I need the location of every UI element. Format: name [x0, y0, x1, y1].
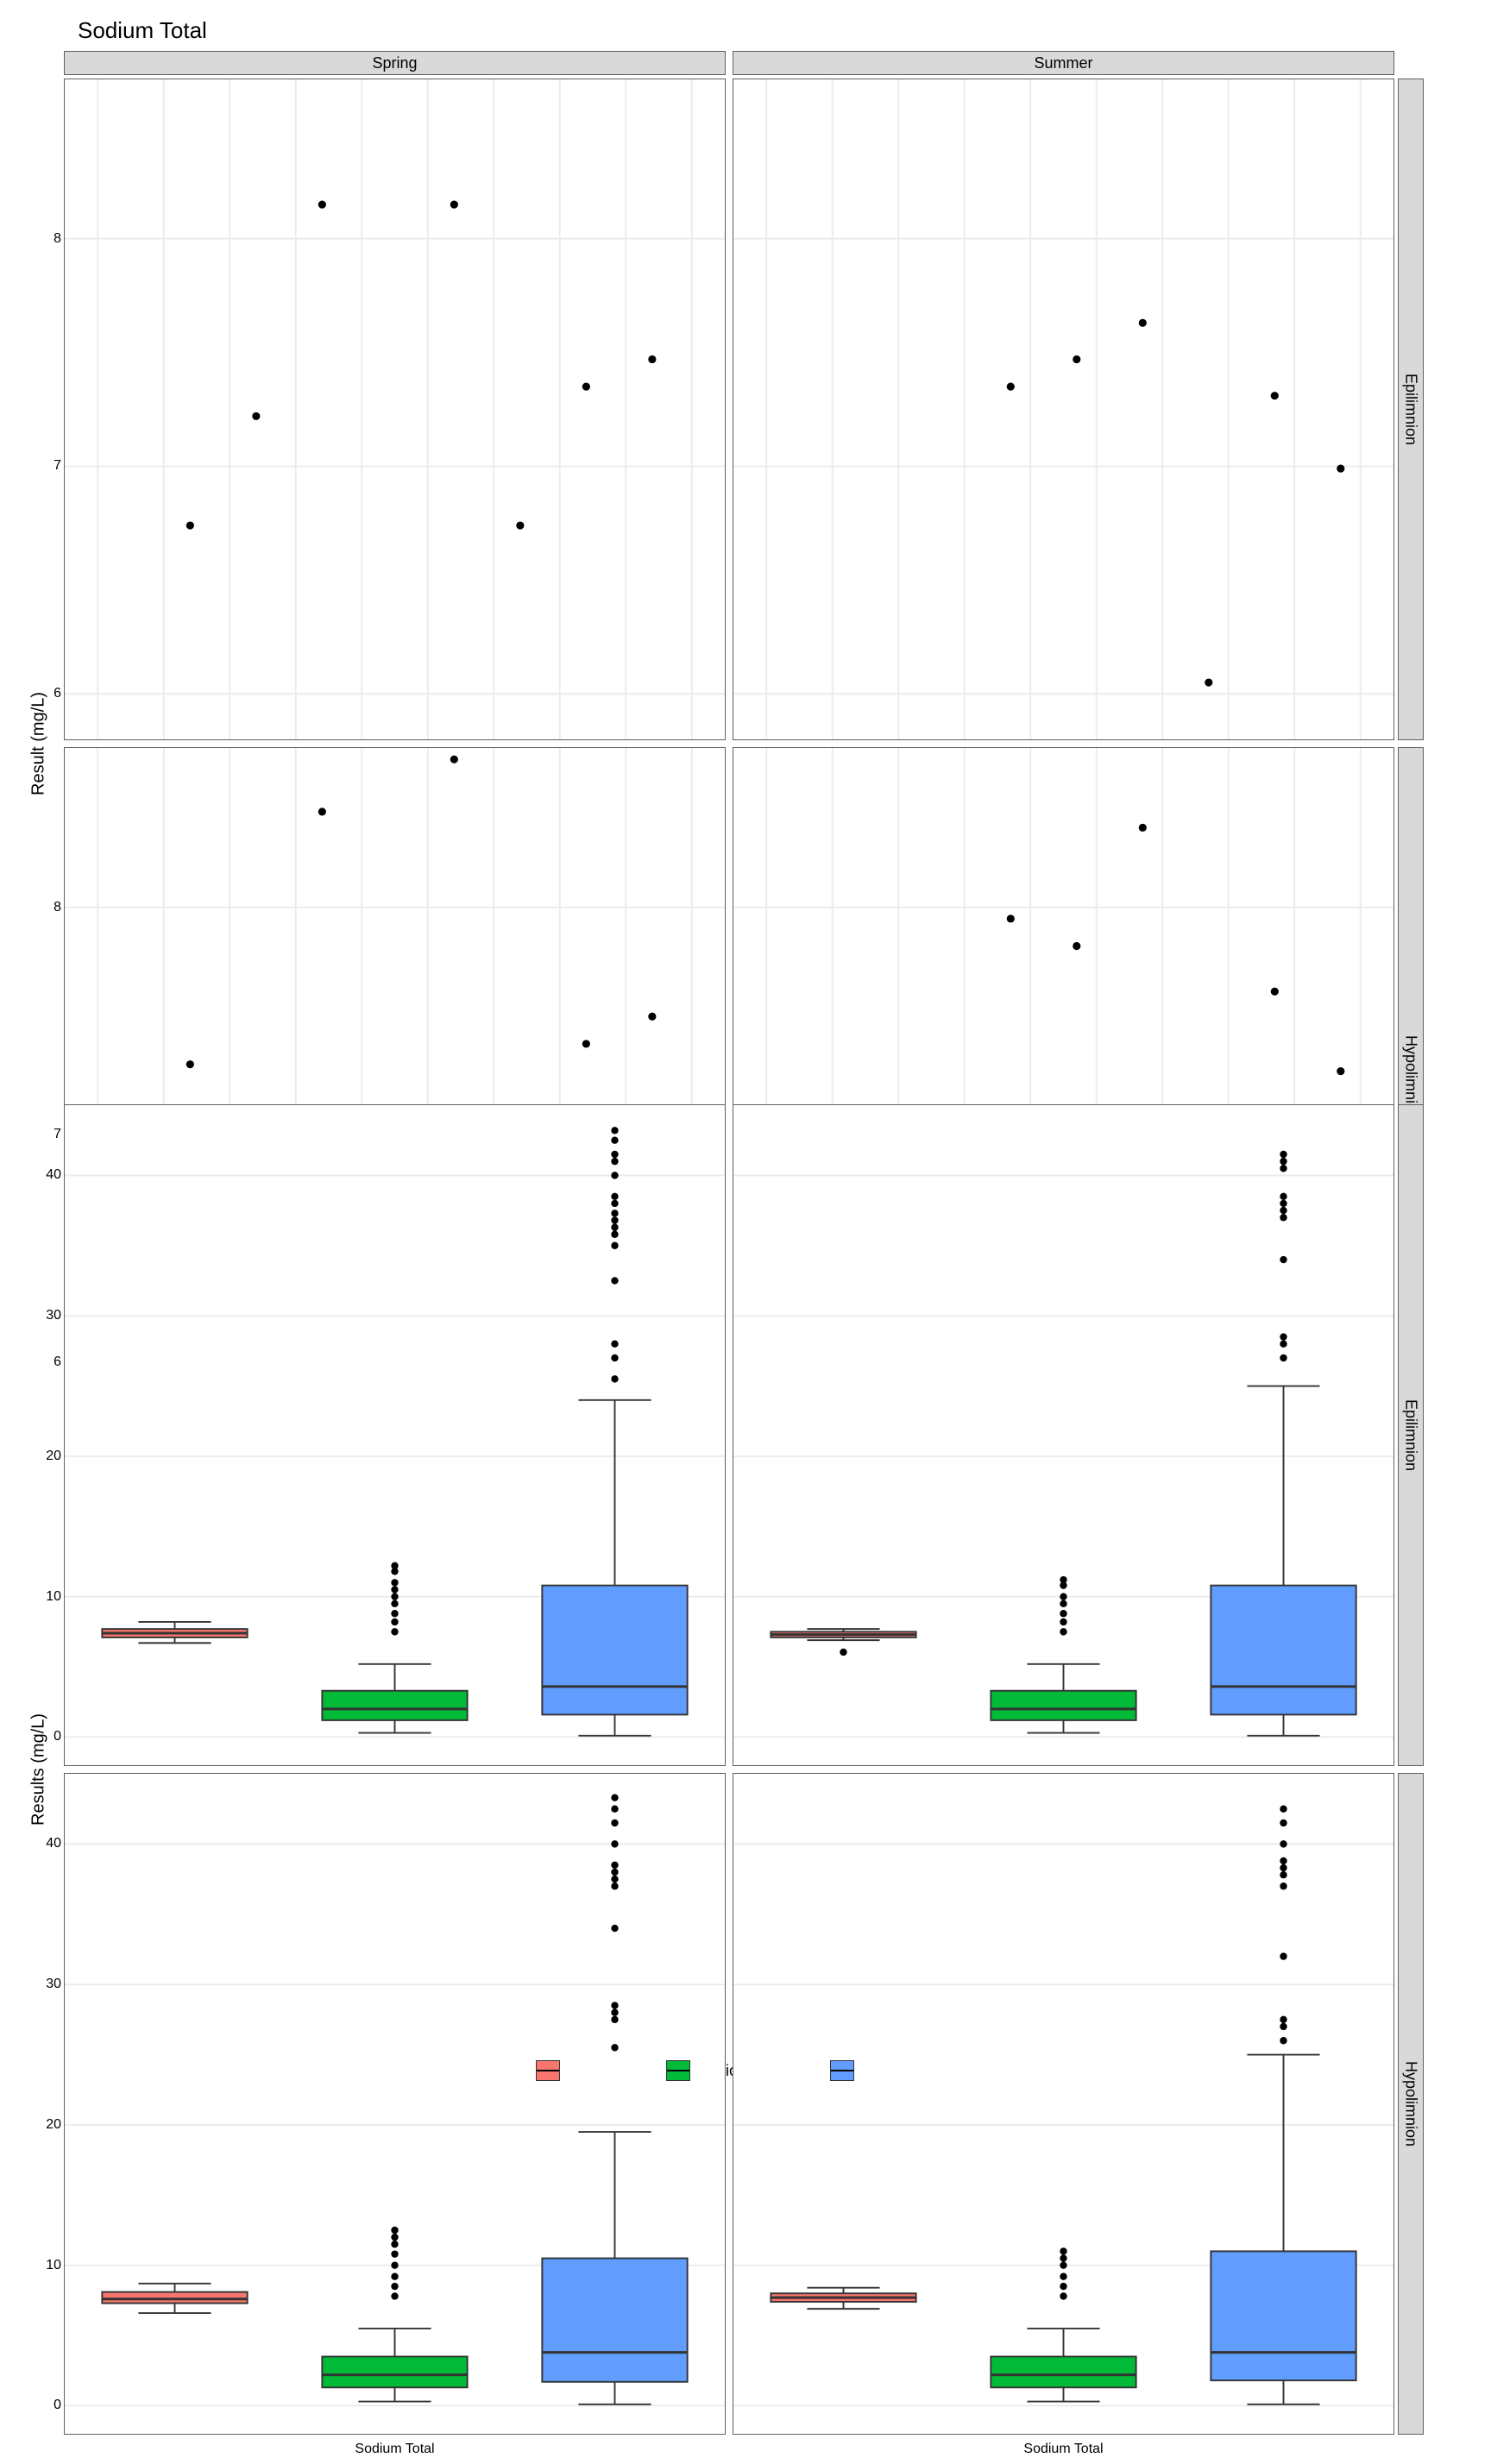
- box-panel-summer-epi: [733, 1104, 1394, 1766]
- box-grid: Spring Summer Results (mg/L) 010203040 E…: [17, 1077, 1424, 2026]
- scatter-col-spring: Spring: [64, 51, 726, 75]
- legend-swatch: [536, 2060, 560, 2081]
- legend-swatch: [666, 2060, 690, 2081]
- box-row-hypo: Hypolimnion: [1398, 1773, 1424, 2435]
- box-xlabel-spring: Sodium Total: [60, 2438, 729, 2464]
- box-panel-spring-hypo: 010203040: [64, 1773, 726, 2435]
- scatter-grid: Spring Summer Result (mg/L) 678 Epilimni…: [17, 51, 1424, 1000]
- box-panel-summer-hypo: [733, 1773, 1394, 2435]
- scatter-col-summer: Summer: [733, 51, 1394, 75]
- scatter-panel-spring-epi: 678: [64, 79, 726, 740]
- legend-swatch: [830, 2060, 854, 2081]
- scatter-title: Sodium Total: [78, 17, 1474, 44]
- scatter-panel-summer-epi: [733, 79, 1394, 740]
- box-panel-spring-epi: 010203040: [64, 1104, 726, 1766]
- box-xlabel-summer: Sodium Total: [729, 2438, 1398, 2464]
- box-row-epi: Epilimnion: [1398, 1104, 1424, 1766]
- scatter-row-epi: Epilimnion: [1398, 79, 1424, 740]
